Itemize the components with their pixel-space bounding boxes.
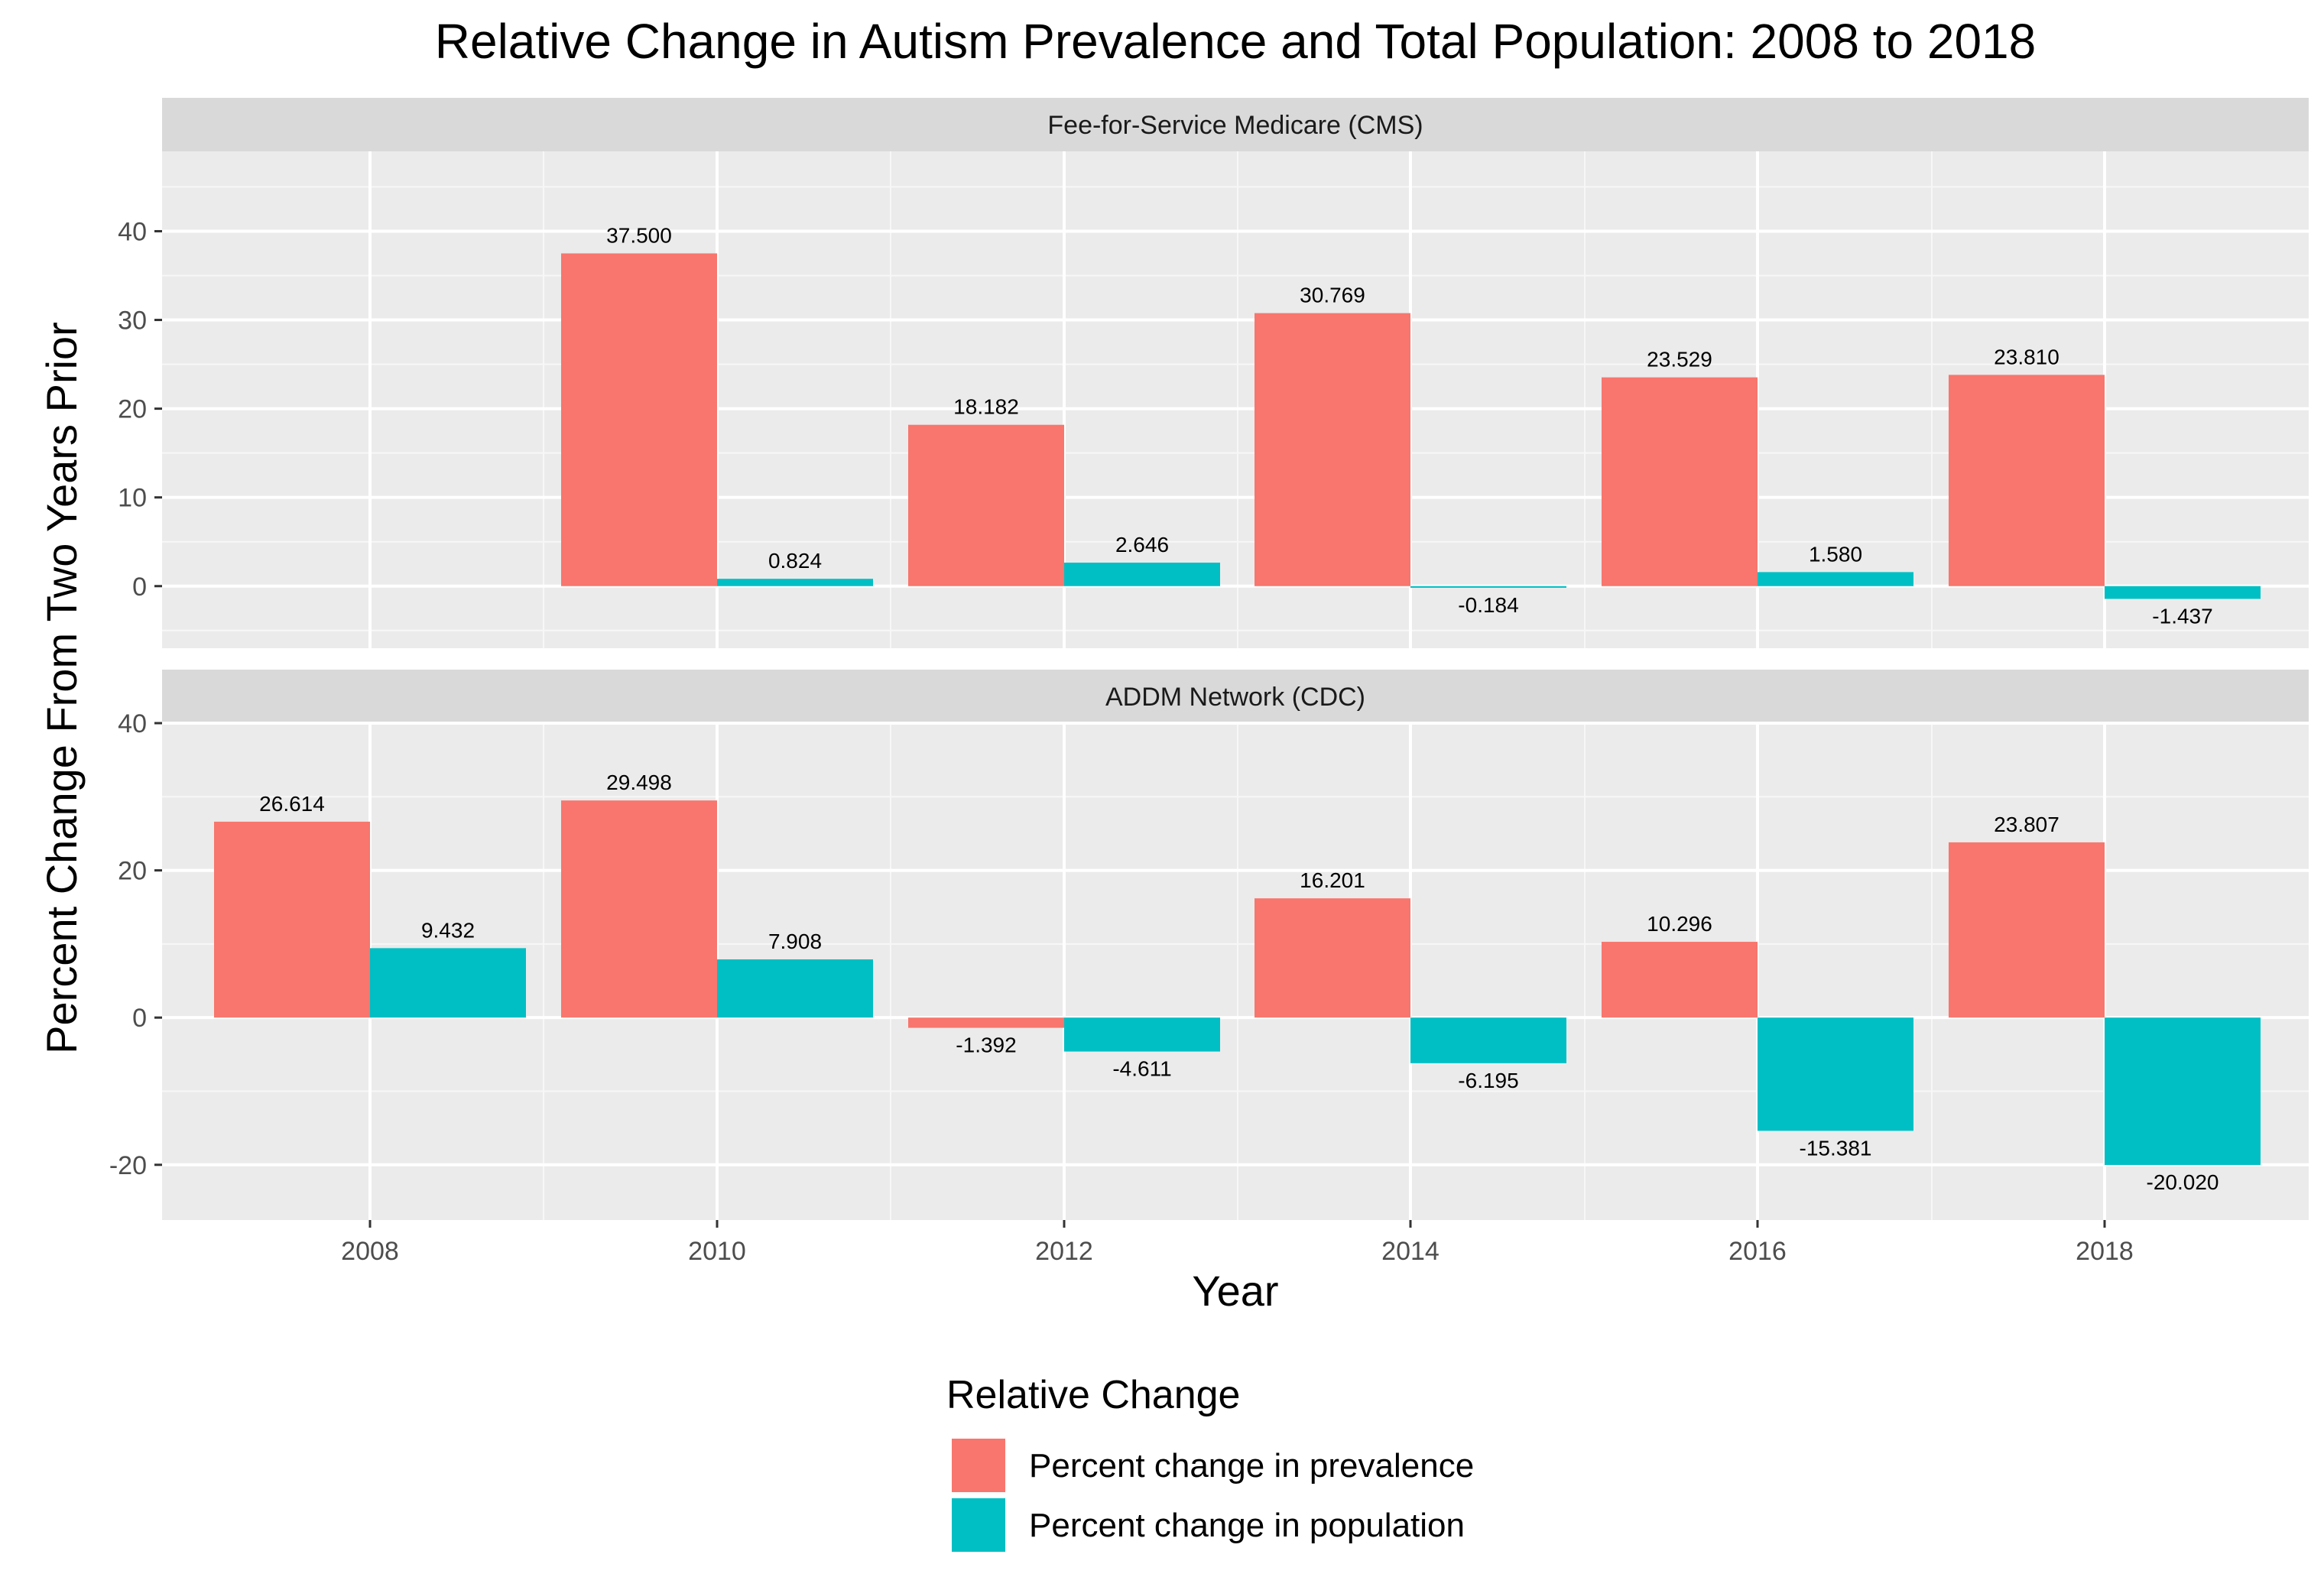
- x-tick-label: 2010: [688, 1237, 746, 1266]
- data-label-prevalence-2016: 10.296: [1647, 912, 1712, 936]
- data-label-prevalence-2010: 37.500: [606, 223, 672, 247]
- data-label-population-2014: -0.184: [1458, 593, 1518, 617]
- data-label-population-2008: 9.432: [421, 918, 475, 942]
- facet-strip-label: Fee-for-Service Medicare (CMS): [1047, 111, 1423, 140]
- x-tick-label: 2016: [1728, 1237, 1787, 1266]
- x-axis-label: Year: [1192, 1267, 1278, 1315]
- x-axis: 2008 2010 2012 2014 2016 2018: [341, 1220, 2134, 1266]
- bar-population-2016: [1758, 572, 1913, 586]
- bar-population-2012: [1064, 563, 1220, 586]
- bar-population-2012: [1064, 1017, 1220, 1052]
- chart-title: Relative Change in Autism Prevalence and…: [435, 14, 2036, 69]
- x-tick-label: 2014: [1381, 1237, 1440, 1266]
- y-tick-label: 20: [118, 395, 147, 424]
- data-label-prevalence-2014: 16.201: [1300, 868, 1365, 892]
- data-label-population-2018: -1.437: [2152, 604, 2212, 628]
- data-label-prevalence-2018: 23.807: [1994, 813, 2059, 836]
- bar-population-2018: [2105, 1017, 2261, 1165]
- panel-2: ADDM Network (CDC) -20 0 20 40 26.614 29.498 -1…: [109, 670, 2309, 1220]
- y-tick-label: 0: [132, 573, 147, 602]
- data-label-population-2014: -6.195: [1458, 1069, 1518, 1092]
- data-label-prevalence-2018: 23.810: [1994, 345, 2059, 368]
- panel-1: Fee-for-Service Medicare (CMS) 0 10 20 30 40 3…: [118, 98, 2309, 648]
- bar-prevalence-2014: [1255, 313, 1410, 586]
- bar-population-2014: [1410, 586, 1566, 588]
- y-tick-label: 40: [118, 709, 147, 738]
- data-label-prevalence-2016: 23.529: [1647, 348, 1712, 372]
- facet-strip: [162, 98, 2309, 151]
- x-tick-label: 2018: [2076, 1237, 2134, 1266]
- legend-key-prevalence: [952, 1439, 1005, 1492]
- bar-prevalence-2010: [561, 253, 717, 586]
- bar-prevalence-2016: [1602, 942, 1758, 1018]
- data-label-prevalence-2008: 26.614: [259, 792, 325, 816]
- y-tick-label: 0: [132, 1004, 147, 1033]
- data-label-prevalence-2010: 29.498: [606, 771, 672, 794]
- data-label-population-2010: 0.824: [768, 549, 822, 573]
- bar-population-2010: [717, 959, 873, 1018]
- data-label-population-2016: -15.381: [1800, 1136, 1872, 1160]
- y-tick-label: -20: [109, 1151, 147, 1180]
- bar-prevalence-2018: [1949, 375, 2105, 586]
- bar-population-2018: [2105, 586, 2261, 599]
- y-tick-label: 40: [118, 217, 147, 246]
- data-label-prevalence-2014: 30.769: [1300, 284, 1365, 307]
- bar-prevalence-2018: [1949, 842, 2105, 1018]
- legend-title: Relative Change: [946, 1373, 1240, 1417]
- facet-panels: Fee-for-Service Medicare (CMS) 0 10 20 30 40 3…: [109, 98, 2309, 1220]
- facet-strip: [162, 670, 2309, 723]
- bar-prevalence-2012: [908, 424, 1064, 586]
- legend-entries: Percent change in prevalence Percent chan…: [952, 1439, 1474, 1552]
- bar-prevalence-2016: [1602, 377, 1758, 586]
- data-label-population-2012: -4.611: [1112, 1057, 1171, 1081]
- bar-prevalence-2014: [1255, 898, 1410, 1018]
- data-label-population-2018: -20.020: [2147, 1170, 2219, 1194]
- bar-population-2014: [1410, 1017, 1566, 1063]
- legend-label-prevalence: Percent change in prevalence: [1029, 1447, 1474, 1485]
- y-tick-label: 10: [118, 484, 147, 513]
- y-axis-label: Percent Change From Two Years Prior: [37, 322, 86, 1054]
- bar-prevalence-2008: [214, 821, 370, 1018]
- data-label-population-2012: 2.646: [1115, 533, 1169, 556]
- data-label-population-2010: 7.908: [768, 930, 822, 953]
- bar-population-2016: [1758, 1017, 1913, 1131]
- data-label-population-2016: 1.580: [1809, 542, 1862, 566]
- facet-strip-label: ADDM Network (CDC): [1105, 683, 1365, 712]
- bar-prevalence-2010: [561, 800, 717, 1018]
- legend-key-population: [952, 1498, 1005, 1552]
- bar-population-2010: [717, 579, 873, 586]
- x-tick-label: 2012: [1035, 1237, 1093, 1266]
- x-tick-label: 2008: [341, 1237, 399, 1266]
- bar-prevalence-2012: [908, 1017, 1064, 1028]
- data-label-prevalence-2012: -1.392: [956, 1034, 1016, 1057]
- legend-label-population: Percent change in population: [1029, 1507, 1465, 1544]
- legend: Relative Change Percent change in preval…: [946, 1373, 1474, 1552]
- data-label-prevalence-2012: 18.182: [953, 395, 1019, 419]
- bar-population-2008: [370, 948, 526, 1018]
- y-tick-label: 30: [118, 307, 147, 336]
- y-tick-label: 20: [118, 857, 147, 886]
